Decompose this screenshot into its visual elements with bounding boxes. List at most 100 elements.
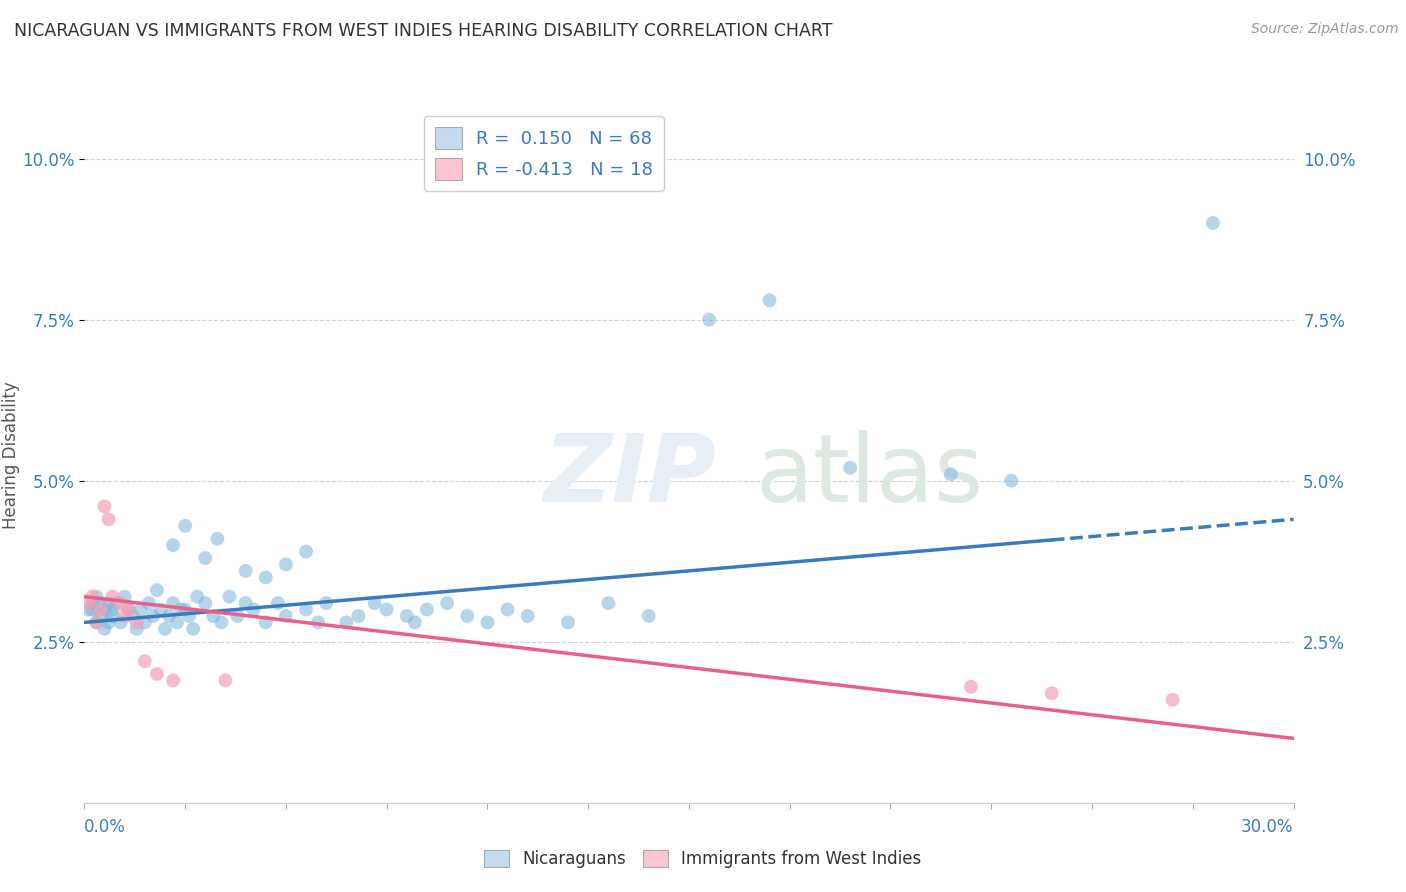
Point [235, 564, 257, 578]
Point [97, 512, 120, 526]
Text: ZIP: ZIP [544, 430, 717, 522]
Point [121, 609, 143, 624]
Point [315, 596, 337, 610]
Point [242, 602, 264, 616]
Point [86, 590, 108, 604]
Point [179, 609, 201, 624]
Text: 0.0%: 0.0% [84, 818, 127, 836]
Point [142, 609, 165, 624]
Point [274, 609, 297, 624]
Point [363, 596, 385, 610]
Point [218, 590, 240, 604]
Point [758, 293, 780, 308]
Point [335, 615, 357, 630]
Point [166, 615, 188, 630]
Point [129, 602, 152, 616]
Point [89, 609, 111, 624]
Point [637, 609, 659, 624]
Point [1161, 692, 1184, 706]
Point [404, 615, 426, 630]
Point [697, 312, 720, 326]
Point [93, 622, 115, 636]
Point [114, 590, 136, 604]
Point [347, 609, 370, 624]
Point [202, 609, 225, 624]
Point [110, 615, 132, 630]
Point [146, 667, 169, 681]
Point [1040, 686, 1063, 700]
Point [226, 609, 249, 624]
Point [598, 596, 620, 610]
Point [235, 596, 257, 610]
Point [138, 596, 160, 610]
Point [939, 467, 962, 482]
Point [1000, 474, 1022, 488]
Point [207, 532, 229, 546]
Point [307, 615, 329, 630]
Point [118, 602, 141, 616]
Point [295, 602, 318, 616]
Point [82, 590, 104, 604]
Point [456, 609, 478, 624]
Point [181, 622, 204, 636]
Point [157, 609, 180, 624]
Point [114, 609, 136, 624]
Point [174, 518, 197, 533]
Point [101, 590, 124, 604]
Point [118, 602, 141, 616]
Point [209, 615, 232, 630]
Point [149, 602, 172, 616]
Point [77, 602, 100, 616]
Point [416, 602, 439, 616]
Point [274, 558, 297, 572]
Point [496, 602, 519, 616]
Point [97, 615, 120, 630]
Point [89, 596, 111, 610]
Text: 30.0%: 30.0% [1241, 818, 1294, 836]
Point [134, 654, 156, 668]
Point [254, 570, 277, 584]
Point [436, 596, 458, 610]
Point [477, 615, 499, 630]
Point [86, 615, 108, 630]
Point [93, 602, 115, 616]
Text: atlas: atlas [755, 430, 984, 522]
Legend: R =  0.150   N = 68, R = -0.413   N = 18: R = 0.150 N = 68, R = -0.413 N = 18 [423, 116, 664, 191]
Point [839, 460, 862, 475]
Point [146, 583, 169, 598]
Point [295, 544, 318, 558]
Text: Source: ZipAtlas.com: Source: ZipAtlas.com [1251, 22, 1399, 37]
Point [97, 596, 120, 610]
Y-axis label: Hearing Disability: Hearing Disability [1, 381, 20, 529]
Point [93, 500, 115, 514]
Point [162, 673, 184, 688]
Point [162, 538, 184, 552]
Point [89, 602, 111, 616]
Point [1202, 216, 1225, 230]
Point [214, 673, 236, 688]
Legend: Nicaraguans, Immigrants from West Indies: Nicaraguans, Immigrants from West Indies [478, 843, 928, 875]
Point [77, 596, 100, 610]
Point [960, 680, 983, 694]
Point [101, 609, 124, 624]
Point [82, 596, 104, 610]
Text: NICARAGUAN VS IMMIGRANTS FROM WEST INDIES HEARING DISABILITY CORRELATION CHART: NICARAGUAN VS IMMIGRANTS FROM WEST INDIE… [14, 22, 832, 40]
Point [174, 602, 197, 616]
Point [101, 602, 124, 616]
Point [557, 615, 579, 630]
Point [194, 551, 217, 566]
Point [162, 596, 184, 610]
Point [134, 615, 156, 630]
Point [395, 609, 418, 624]
Point [267, 596, 290, 610]
Point [125, 615, 148, 630]
Point [375, 602, 398, 616]
Point [194, 596, 217, 610]
Point [186, 590, 208, 604]
Point [125, 622, 148, 636]
Point [516, 609, 538, 624]
Point [170, 602, 193, 616]
Point [153, 622, 176, 636]
Point [110, 596, 132, 610]
Point [86, 615, 108, 630]
